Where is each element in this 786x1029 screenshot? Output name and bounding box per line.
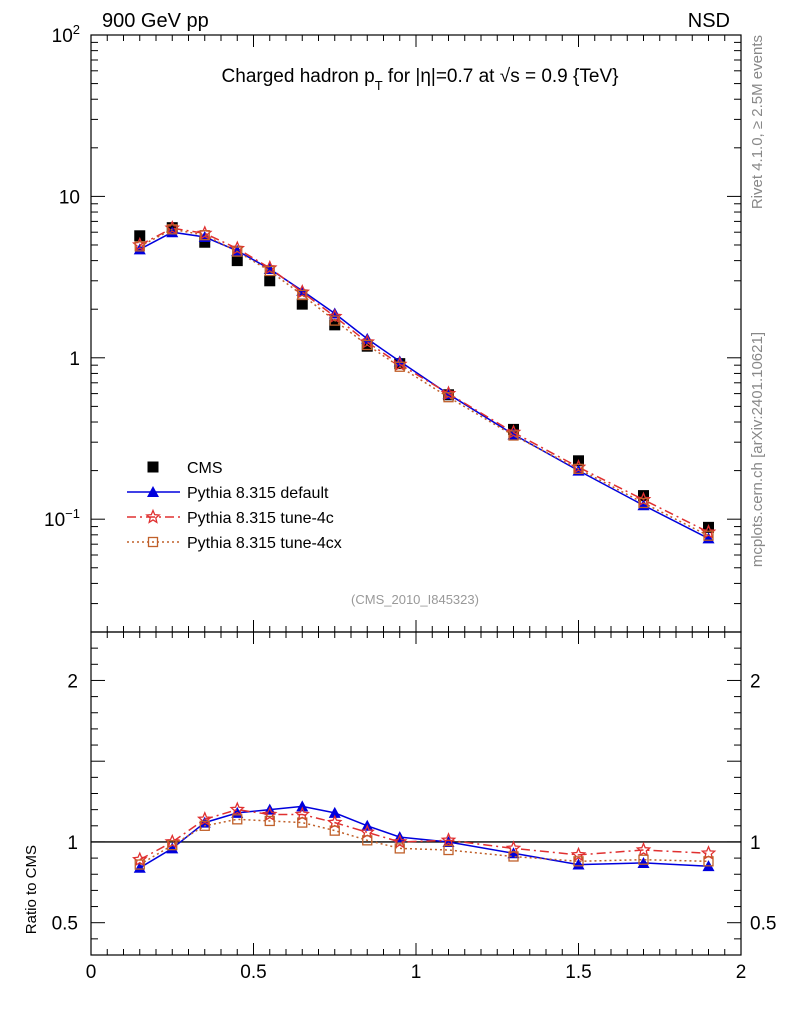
ratio-point [232,814,243,825]
mcplots-label: mcplots.cern.ch [arXiv:2401.10621] [749,332,766,567]
ratio-tick-label-right: 1 [750,833,761,854]
data-point [134,241,145,252]
ratio-point [296,800,309,812]
ratio-point [133,861,146,873]
data-point [199,230,210,241]
ratio-point [362,835,373,846]
data-point [505,424,522,439]
legend-label: Pythia 8.315 default [187,485,329,502]
ratio-point [443,844,454,856]
data-point [635,491,652,507]
ratio-point [329,825,340,836]
data-point [573,463,584,475]
ratio-point [572,858,585,870]
ratio-point [164,833,180,849]
legend-marker [145,508,161,524]
ratio-point [134,859,145,870]
data-point [199,236,211,248]
ratio-point [703,856,714,867]
data-point [362,339,373,351]
x-tick-label: 2 [736,962,747,983]
x-tick-label: 1 [411,962,422,983]
ratio-point [166,842,179,854]
ratio-point [573,856,584,867]
ratio-point [262,806,278,822]
ratio-line [139,805,709,869]
legend-label: Pythia 8.315 tune-4cx [187,535,342,552]
data-point [638,497,649,509]
data-point [232,246,243,257]
data-point [264,265,275,277]
data-point [231,255,243,267]
ratio-point [294,806,310,822]
ratio-point [394,843,405,854]
data-point [700,523,717,539]
data-point [440,385,457,401]
ratio-point [570,846,587,862]
data-point [134,230,146,242]
data-point [264,275,276,287]
ratio-tick-label-right: 0.5 [750,914,776,935]
data-point [393,355,406,367]
ratio-point [229,801,245,817]
ratio-point [440,832,457,847]
legend-label: CMS [187,460,223,477]
legend-marker [147,536,159,548]
ratio-point [328,806,341,818]
data-point [394,361,405,372]
x-tick-label: 1.5 [565,962,591,983]
analysis-id: (CMS_2010_I845323) [351,592,479,607]
x-tick-label: 0.5 [240,962,266,983]
ratio-ylabel: Ratio to CMS [23,845,40,934]
ratio-plot-frame [90,631,742,956]
data-point [133,243,146,255]
data-point [703,530,714,541]
y-tick-label: 10−1 [44,506,80,531]
ratio-point [505,840,522,856]
ratio-point [199,820,210,831]
data-point [327,308,343,324]
ratio-point [132,851,148,867]
chart-title: Charged hadron pT for |η|=0.7 at √s = 0.… [222,66,619,93]
ratio-tick-label-right: 2 [750,671,761,692]
series-line [139,231,709,540]
data-point [297,289,308,301]
ratio-line [139,818,709,866]
ratio-point [508,851,519,862]
legend-marker [147,486,159,497]
ratio-point [637,856,650,868]
data-point [638,490,649,502]
ratio-point [167,840,178,851]
ratio-point [392,833,408,849]
legend-marker [147,461,159,473]
ratio-point [638,854,649,865]
legend-label: Pythia 8.315 tune-4c [187,510,334,527]
data-point [329,315,340,326]
ratio-point [297,817,308,828]
y-tick-label: 102 [52,22,80,47]
ratio-point [635,841,652,857]
ratio-tick-label-left: 1 [67,833,78,854]
ratio-tick-label-left: 0.5 [52,914,78,935]
x-tick-label: 0 [86,962,97,983]
ratio-point [264,815,275,827]
series-line [139,227,709,533]
data-point [167,224,178,235]
header-right: NSD [688,10,730,32]
data-point [361,340,373,352]
data-point [443,392,454,403]
ratio-point [196,811,213,826]
ratio-tick-label-left: 2 [67,671,78,692]
header-left: 900 GeV pp [102,10,209,32]
series-line [139,228,709,537]
y-tick-label: 10 [59,187,80,208]
data-point [508,430,519,441]
data-point [296,298,308,310]
legend: CMS Pythia 8.315 default Pythia 8.315 tune… [127,460,342,552]
y-tick-label: 1 [69,349,80,370]
rivet-label: Rivet 4.1.0, ≥ 2.5M events [749,35,766,209]
